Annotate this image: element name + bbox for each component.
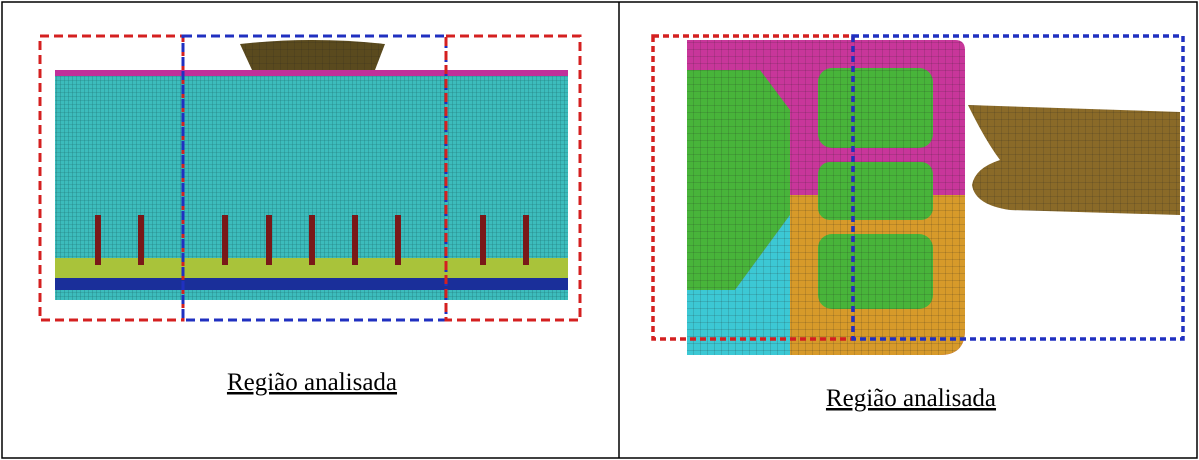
page: Região analisada Região analisada (0, 0, 1199, 460)
caption: Região analisada (227, 369, 397, 396)
caption: Região analisada (826, 385, 996, 412)
left-mesh-image (40, 36, 580, 320)
figure-table: Região analisada Região analisada (0, 0, 1199, 460)
right-mesh-image (653, 36, 1183, 355)
